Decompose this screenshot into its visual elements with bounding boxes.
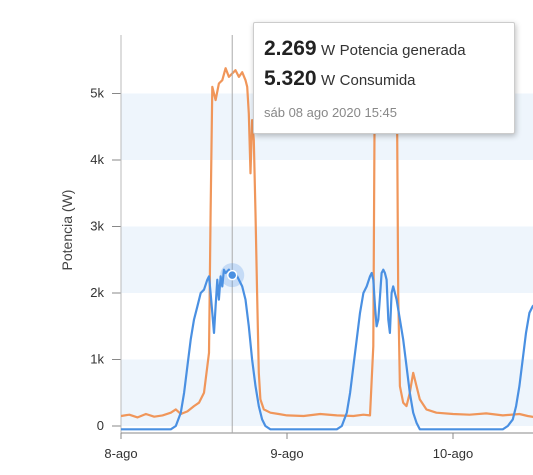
- grid-bands: [121, 93, 533, 426]
- y-tick-label: 5k: [90, 86, 104, 101]
- series-line-generated: [121, 268, 533, 431]
- consumed-label: Consumida: [339, 72, 416, 89]
- series-lines: [121, 39, 533, 431]
- tooltip-row-generated: 2.269 W Potencia generada: [264, 35, 504, 65]
- x-tick-label: 10-ago: [433, 446, 473, 461]
- hover-point-marker: [226, 269, 238, 281]
- y-tick-label: 0: [97, 418, 104, 433]
- x-tick-label: 8-ago: [104, 446, 137, 461]
- generated-label: Potencia generada: [339, 42, 466, 59]
- hover-cursor: [220, 35, 245, 433]
- chart-tooltip: 2.269 W Potencia generada 5.320 W Consum…: [253, 22, 515, 134]
- series-line-consumed: [121, 39, 533, 419]
- y-tick-label: 3k: [90, 219, 104, 234]
- x-tick-label: 9-ago: [270, 446, 303, 461]
- y-tick-label: 4k: [90, 152, 104, 167]
- generated-unit: W: [321, 42, 336, 59]
- x-axis: 8-ago 9-ago 10-ago: [104, 432, 533, 461]
- y-tick-label: 2k: [90, 285, 104, 300]
- consumed-value: 5.320: [264, 67, 317, 90]
- grid-band-1: [121, 226, 533, 293]
- grid-band-0: [121, 359, 533, 426]
- y-axis: 0 1k 2k 3k 4k 5k: [90, 35, 122, 433]
- tooltip-timestamp: sáb 08 ago 2020 15:45: [264, 105, 398, 120]
- y-axis-title: Potencia (W): [59, 190, 75, 271]
- generated-value: 2.269: [264, 37, 317, 60]
- consumed-unit: W: [321, 72, 336, 89]
- tooltip-row-consumed: 5.320 W Consumida: [264, 65, 504, 95]
- y-tick-label: 1k: [90, 352, 104, 367]
